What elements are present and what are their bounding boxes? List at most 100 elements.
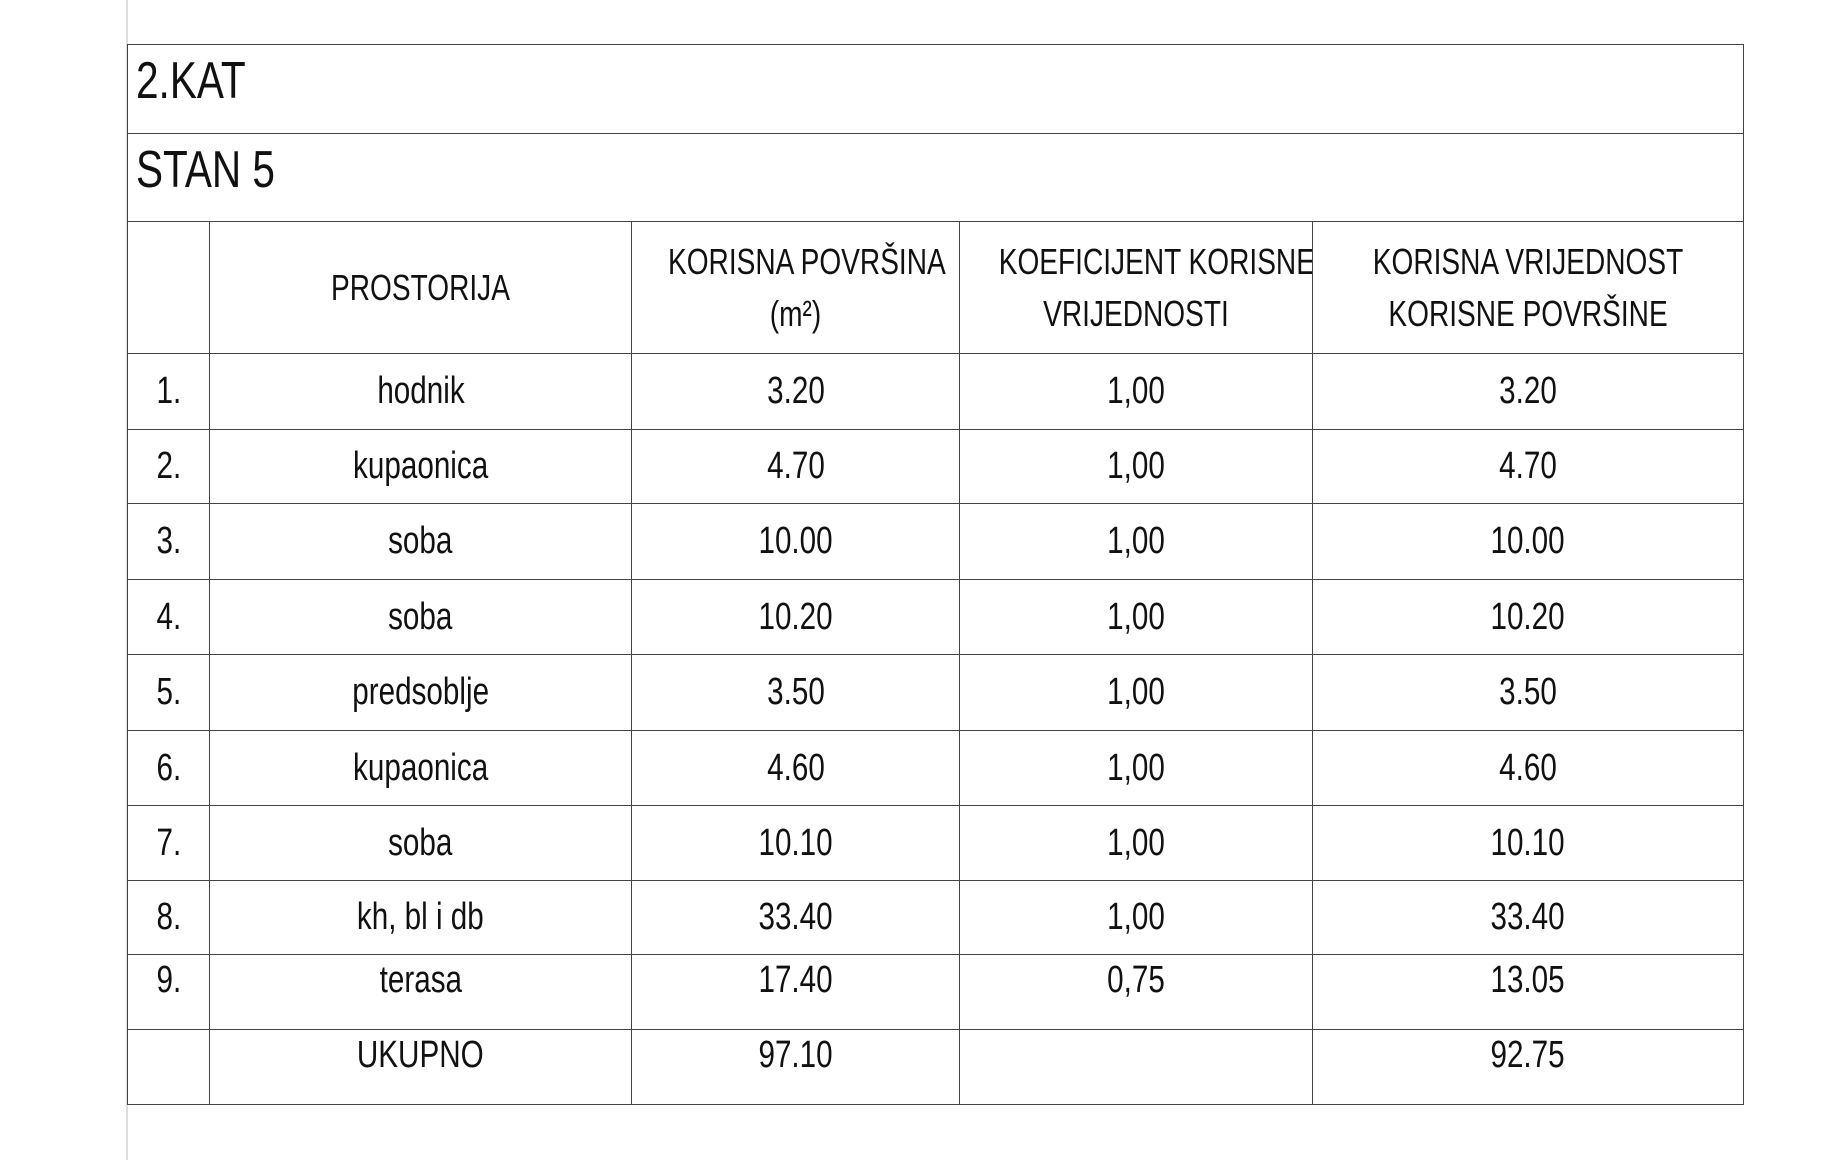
cell-text: 3.20 (1499, 370, 1557, 412)
cell (127, 1029, 210, 1105)
header-cell: KORISNA POVRŠINA (m²) (631, 221, 960, 354)
cell-text: 10.10 (1490, 821, 1566, 864)
cell-text: 4.60 (1499, 746, 1557, 789)
cell: kupaonica (209, 730, 632, 806)
cell: 10.10 (1311, 805, 1745, 881)
total-value: 92.75 (1490, 1034, 1566, 1076)
cell: 1,00 (959, 503, 1313, 580)
cell-text: 33.40 (758, 896, 833, 938)
cell-text: 10.00 (1490, 520, 1566, 562)
cell: 4.70 (631, 429, 960, 504)
cell: 17.40 (631, 954, 960, 1030)
unit-row: STAN 5 (126, 133, 1745, 222)
cell: 3.20 (631, 353, 960, 430)
cell: 13.05 (1311, 954, 1745, 1030)
column-header: KOEFICIJENT KORISNE (998, 240, 1313, 282)
cell-text: soba (388, 821, 453, 864)
cell: hodnik (209, 353, 632, 430)
row-number: 2. (156, 445, 181, 487)
cell: 2. (127, 429, 210, 504)
cell: soba (209, 503, 632, 580)
cell-text: kupaonica (352, 445, 489, 487)
cell-text: 10.00 (758, 520, 833, 562)
column-header: KORISNA POVRŠINA (667, 240, 946, 282)
cell (959, 1029, 1313, 1105)
cell: 10.00 (631, 503, 960, 580)
header-cell (127, 221, 210, 354)
cell-text: 10.20 (1490, 595, 1566, 638)
cell-text: terasa (379, 959, 462, 1001)
cell-text: 3.50 (1499, 671, 1557, 713)
cell: 5. (127, 654, 210, 731)
row-number: 8. (156, 896, 181, 938)
cell: 33.40 (631, 880, 960, 955)
cell: 1,00 (959, 654, 1313, 731)
floor-title: 2.KAT (136, 52, 246, 110)
cell-text: 1,00 (1107, 896, 1165, 938)
cell: 10.20 (1311, 579, 1745, 655)
cell: 0,75 (959, 954, 1313, 1030)
row-number: 7. (156, 821, 181, 864)
cell: 7. (127, 805, 210, 881)
cell: UKUPNO (209, 1029, 632, 1105)
cell-text: soba (388, 595, 453, 638)
header-row: PROSTORIJA KORISNA POVRŠINA (m²) KOEFICIJEN… (127, 221, 1745, 354)
cell-text: 1,00 (1107, 746, 1165, 789)
data-row: 8. kh, bl i db 33.40 1,00 33.40 (127, 880, 1745, 955)
cell: 10.00 (1311, 503, 1745, 580)
cell-text: 1,00 (1107, 671, 1165, 713)
floor-cell: 2.KAT (126, 44, 1745, 134)
cell-text: 33.40 (1490, 896, 1566, 938)
cell-text: 4.70 (1499, 445, 1557, 487)
area-table: 2.KAT STAN 5 PROSTORIJA KORISNA POVRŠINA (… (126, 44, 1745, 1105)
unit-title: STAN 5 (136, 141, 275, 199)
cell-text: 4.70 (766, 445, 825, 487)
data-row: 9. terasa 17.40 0,75 13.05 (127, 954, 1745, 1030)
cell-text: kh, bl i db (357, 896, 484, 938)
row-number: 6. (156, 746, 181, 789)
cell: 97.10 (631, 1029, 960, 1105)
data-row: 3. soba 10.00 1,00 10.00 (127, 503, 1745, 580)
cell: 9. (127, 954, 210, 1030)
row-number: 9. (156, 959, 181, 1001)
cell: soba (209, 805, 632, 881)
cell-text: 1,00 (1107, 595, 1165, 638)
cell-text: 10.10 (758, 821, 833, 864)
cell-text: 1,00 (1107, 445, 1165, 487)
total-area: 97.10 (758, 1034, 833, 1076)
floor-row: 2.KAT (126, 44, 1745, 134)
cell: 33.40 (1311, 880, 1745, 955)
cell: terasa (209, 954, 632, 1030)
cell: 6. (127, 730, 210, 806)
data-row: 6. kupaonica 4.60 1,00 4.60 (127, 730, 1745, 806)
column-header: VRIJEDNOSTI (1043, 292, 1229, 334)
cell-text: 10.20 (758, 595, 833, 638)
cell: 4.60 (1311, 730, 1745, 806)
cell: 1,00 (959, 429, 1313, 504)
cell-text: predsoblje (352, 671, 489, 713)
total-row: UKUPNO 97.10 92.75 (127, 1029, 1745, 1105)
header-cell: KOEFICIJENT KORISNE VRIJEDNOSTI (959, 221, 1313, 354)
cell: 10.20 (631, 579, 960, 655)
data-row: 5. predsoblje 3.50 1,00 3.50 (127, 654, 1745, 731)
cell: 3.20 (1311, 353, 1745, 430)
column-header: KORISNE POVRŠINE (1388, 292, 1668, 334)
row-number: 1. (156, 370, 181, 412)
cell: 3.50 (1311, 654, 1745, 731)
cell: 1,00 (959, 353, 1313, 430)
cell: 1,00 (959, 805, 1313, 881)
data-row: 4. soba 10.20 1,00 10.20 (127, 579, 1745, 655)
cell-text: 3.20 (766, 370, 825, 412)
header-cell: PROSTORIJA (209, 221, 632, 354)
cell-text: 1,00 (1107, 821, 1165, 864)
row-number: 5. (156, 671, 181, 713)
unit-cell: STAN 5 (126, 133, 1745, 222)
cell: predsoblje (209, 654, 632, 731)
cell-text: 1,00 (1107, 370, 1165, 412)
cell: 1,00 (959, 880, 1313, 955)
cell-text: kupaonica (352, 746, 489, 789)
cell: 8. (127, 880, 210, 955)
cell: 4.60 (631, 730, 960, 806)
cell-text: 3.50 (766, 671, 825, 713)
